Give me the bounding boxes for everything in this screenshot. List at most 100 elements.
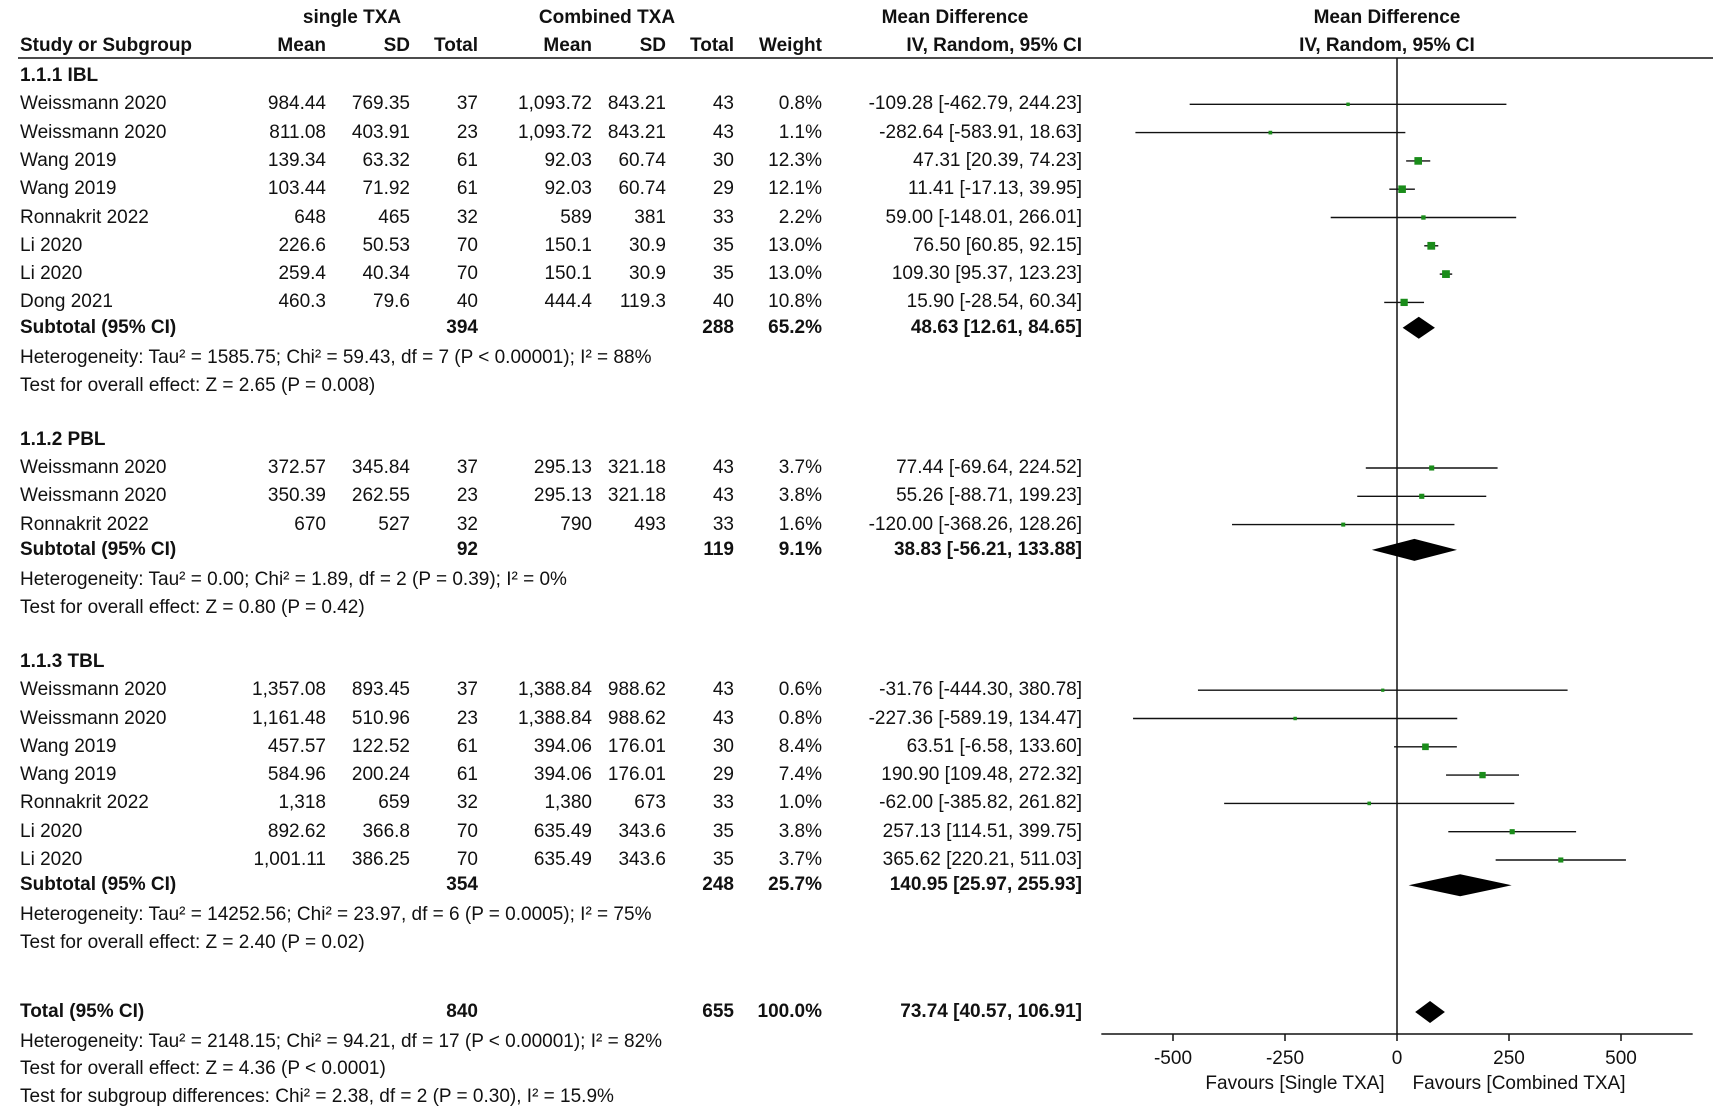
total2: 43 [712, 707, 734, 729]
total1: 70 [456, 820, 478, 842]
heterogeneity: Heterogeneity: Tau² = 0.00; Chi² = 1.89,… [20, 568, 567, 590]
sd2: 321.18 [607, 457, 666, 478]
sd2: 843.21 [607, 121, 666, 143]
study-marker [1367, 801, 1372, 806]
study-marker [1442, 270, 1450, 278]
col-ci: IV, Random, 95% CI [906, 35, 1082, 56]
sd2: 119.3 [619, 291, 666, 313]
md-ci: -31.76 [-444.30, 380.78] [879, 679, 1082, 701]
study-marker [1346, 102, 1350, 107]
mean2: 1,093.72 [518, 121, 592, 143]
md-ci: -120.00 [-368.26, 128.26] [868, 513, 1082, 535]
total2: 35 [712, 820, 734, 842]
mean2: 1,388.84 [518, 707, 592, 729]
subtotal-ci: 38.83 [-56.21, 133.88] [893, 538, 1082, 560]
md-ci: -109.28 [-462.79, 244.23] [868, 93, 1082, 115]
total1: 32 [456, 206, 478, 228]
total1: 37 [456, 457, 478, 478]
total1: 37 [456, 93, 478, 115]
sd2: 381 [634, 206, 666, 228]
sd2: 988.62 [607, 679, 666, 701]
mean1: 1,318 [278, 792, 326, 814]
total1: 37 [456, 679, 478, 701]
weight: 0.8% [778, 707, 822, 729]
total1: 70 [456, 263, 478, 285]
subtotal-n2: 288 [702, 316, 734, 338]
mean1: 670 [294, 513, 326, 535]
sd1: 63.32 [362, 149, 410, 171]
total2: 43 [712, 121, 734, 143]
mean1: 1,357.08 [252, 679, 326, 701]
mean1: 139.34 [267, 149, 326, 171]
study-marker [1422, 743, 1429, 751]
overall-effect: Test for overall effect: Z = 2.40 (P = 0… [20, 932, 365, 954]
sd2: 343.6 [618, 849, 666, 870]
md-ci: 365.62 [220.21, 511.03] [882, 849, 1082, 870]
col-mean1: Mean [277, 35, 326, 56]
weight: 1.6% [778, 513, 822, 535]
weight: 8.4% [778, 735, 822, 757]
weight: 12.1% [768, 178, 822, 200]
md-ci: 15.90 [-28.54, 60.34] [906, 291, 1082, 313]
overall-effect: Test for overall effect: Z = 0.80 (P = 0… [20, 596, 365, 618]
x-tick-label: 500 [1605, 1048, 1637, 1069]
total-label: Total (95% CI) [20, 1001, 145, 1022]
study-marker [1293, 716, 1297, 721]
weight: 12.3% [768, 149, 822, 171]
subtotal-n1: 354 [446, 874, 478, 896]
weight: 0.6% [778, 679, 822, 701]
weight: 1.0% [778, 792, 822, 814]
sd1: 366.8 [362, 820, 410, 842]
total2: 40 [712, 291, 734, 313]
mean2: 92.03 [544, 149, 592, 171]
study-name: Ronnakrit 2022 [20, 792, 149, 814]
subtotal-ci: 48.63 [12.61, 84.65] [910, 316, 1082, 338]
md-ci: 257.13 [114.51, 399.75] [882, 820, 1082, 842]
sd2: 60.74 [618, 178, 666, 200]
sd1: 262.55 [351, 485, 410, 507]
mean1: 226.6 [278, 234, 326, 256]
mean2: 444.4 [544, 291, 592, 313]
total-heterogeneity: Heterogeneity: Tau² = 2148.15; Chi² = 94… [20, 1031, 663, 1052]
md-ci: 76.50 [60.85, 92.15] [912, 234, 1082, 256]
study-marker [1414, 157, 1423, 165]
weight: 13.0% [768, 263, 822, 285]
sd2: 60.74 [618, 149, 666, 171]
total2: 30 [712, 149, 734, 171]
mean2: 150.1 [544, 263, 592, 285]
mean1: 350.39 [267, 485, 326, 507]
subtotal-weight: 25.7% [768, 874, 822, 896]
study-name: Weissmann 2020 [20, 121, 167, 143]
md-ci: 63.51 [-6.58, 133.60] [906, 735, 1082, 757]
mean2: 1,388.84 [518, 679, 592, 701]
total1: 61 [456, 735, 478, 757]
sd2: 176.01 [607, 764, 666, 786]
total2: 30 [712, 735, 734, 757]
col-mean2: Mean [543, 35, 592, 56]
sd1: 345.84 [351, 457, 410, 478]
header-effect: Mean Difference [881, 7, 1029, 28]
study-name: Li 2020 [20, 234, 83, 256]
sd2: 493 [634, 513, 666, 535]
subtotal-weight: 9.1% [778, 538, 822, 560]
sd1: 40.34 [362, 263, 410, 285]
study-marker [1427, 241, 1436, 250]
total2: 33 [712, 206, 734, 228]
overall-effect: Test for overall effect: Z = 2.65 (P = 0… [20, 374, 376, 396]
study-marker [1341, 522, 1346, 527]
study-name: Wang 2019 [20, 735, 117, 757]
total1: 23 [456, 121, 478, 143]
weight: 10.8% [768, 291, 822, 313]
study-name: Wang 2019 [20, 149, 117, 171]
total1: 23 [456, 485, 478, 507]
weight: 13.0% [768, 234, 822, 256]
mean1: 984.44 [267, 93, 326, 115]
study-marker [1479, 771, 1486, 779]
total1: 40 [456, 291, 478, 313]
total-diamond [1415, 1001, 1445, 1023]
total1: 61 [456, 149, 478, 171]
subtotal-label: Subtotal (95% CI) [20, 538, 177, 560]
plot-title: Mean Difference [1313, 7, 1461, 28]
study-name: Li 2020 [20, 820, 83, 842]
